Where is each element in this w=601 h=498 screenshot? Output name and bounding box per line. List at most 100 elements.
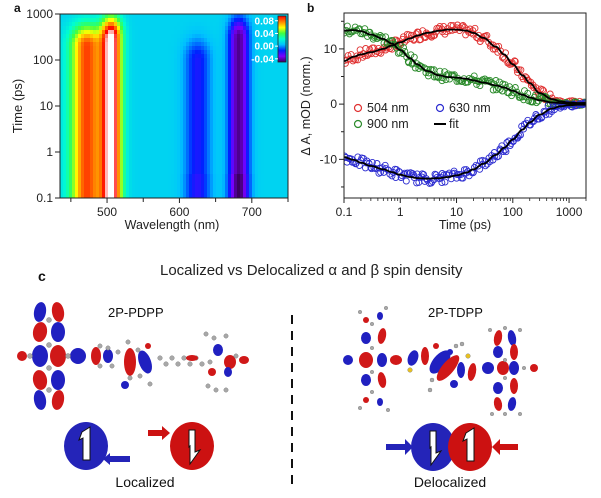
heatmap-cell [207, 170, 211, 175]
heatmap-cell [231, 90, 235, 95]
heatmap-cell [219, 118, 223, 123]
atom [522, 365, 527, 370]
heatmap-cell [69, 138, 73, 143]
heatmap-cell [171, 126, 175, 131]
heatmap-cell [132, 54, 136, 59]
heatmap-cell [84, 110, 88, 115]
heatmap-cell [216, 86, 220, 91]
heatmap-cell [105, 98, 109, 103]
heatmap-cell [279, 106, 283, 111]
heatmap-cell [81, 150, 85, 155]
heatmap-cell [255, 74, 259, 79]
heatmap-cell [144, 174, 148, 179]
heatmap-cell [285, 30, 288, 35]
heatmap-cell [93, 146, 97, 151]
heatmap-cell [246, 174, 250, 179]
heatmap-cell [147, 38, 151, 43]
heatmap-cell [102, 134, 106, 139]
heatmap-cell [69, 46, 73, 51]
heatmap-cell [216, 18, 220, 23]
heatmap-cell [162, 98, 166, 103]
heatmap-cell [285, 146, 288, 151]
heatmap-cell [231, 30, 235, 35]
heatmap-cell [240, 26, 244, 31]
heatmap-cell [96, 182, 100, 187]
heatmap-cell [96, 18, 100, 23]
heatmap-cell [243, 94, 247, 99]
heatmap-cell [87, 122, 91, 127]
heatmap-cell [243, 134, 247, 139]
heatmap-cell [132, 174, 136, 179]
heatmap-cell [159, 186, 163, 191]
heatmap-cell [171, 106, 175, 111]
heatmap-cell [186, 42, 190, 47]
heatmap-cell [117, 70, 121, 75]
heatmap-cell [93, 126, 97, 131]
heatmap-cell [84, 14, 88, 19]
heatmap-cell [69, 50, 73, 55]
heatmap-cell [93, 182, 97, 187]
heatmap-cell [144, 194, 148, 198]
fit-line [344, 28, 586, 104]
heatmap-cell [129, 150, 133, 155]
heatmap-cell [99, 150, 103, 155]
heatmap-cell [258, 110, 262, 115]
heatmap-cell [105, 58, 109, 63]
heatmap-cell [255, 46, 259, 51]
heatmap-cell [243, 174, 247, 179]
heatmap-cell [114, 142, 118, 147]
heatmap-cell [207, 102, 211, 107]
heatmap-cell [81, 62, 85, 67]
heatmap-cell [78, 122, 82, 127]
heatmap-cell [273, 46, 277, 51]
heatmap-cell [63, 170, 67, 175]
atom [370, 322, 375, 327]
heatmap-cell [102, 110, 106, 115]
heatmap-cell [60, 122, 64, 127]
heatmap-cell [135, 62, 139, 67]
heatmap-cell [63, 130, 67, 135]
heatmap-cell [201, 94, 205, 99]
heatmap-cell [123, 118, 127, 123]
heatmap-cell [282, 178, 286, 183]
heatmap-cell [156, 54, 160, 59]
heatmap-cell [102, 162, 106, 167]
heatmap-cell [132, 62, 136, 67]
heatmap-cell [129, 162, 133, 167]
heatmap-cell [96, 170, 100, 175]
heatmap-cell [261, 66, 265, 71]
heatmap-cell [99, 94, 103, 99]
heatmap-cell [168, 58, 172, 63]
heatmap-cell [243, 14, 247, 19]
heatmap-cell [210, 122, 214, 127]
heatmap-cell [171, 38, 175, 43]
heatmap-cell [126, 102, 130, 107]
heatmap-cell [216, 46, 220, 51]
heatmap-cell [120, 42, 124, 47]
heatmap-cell [276, 70, 280, 75]
heatmap-cell [72, 102, 76, 107]
heatmap-cell [192, 18, 196, 23]
heatmap-cell [138, 38, 142, 43]
heatmap-cell [258, 74, 262, 79]
heatmap-cell [162, 18, 166, 23]
heatmap-cell [111, 86, 115, 91]
heatmap-cell [174, 118, 178, 123]
heatmap-cell [75, 82, 79, 87]
heatmap-cell [261, 118, 265, 123]
heatmap-cell [153, 182, 157, 187]
heatmap-cell [144, 166, 148, 171]
heatmap-cell [240, 98, 244, 103]
heatmap-cell [255, 66, 259, 71]
heatmap-cell [72, 74, 76, 79]
heatmap-cell [195, 174, 199, 179]
heatmap-cell [246, 130, 250, 135]
heatmap-cell [78, 186, 82, 191]
heatmap-cell [138, 26, 142, 31]
heatmap-cell [108, 182, 112, 187]
heatmap-cell [123, 106, 127, 111]
heatmap-cell [237, 142, 241, 147]
heatmap-cell [252, 86, 256, 91]
heatmap-cell [102, 42, 106, 47]
